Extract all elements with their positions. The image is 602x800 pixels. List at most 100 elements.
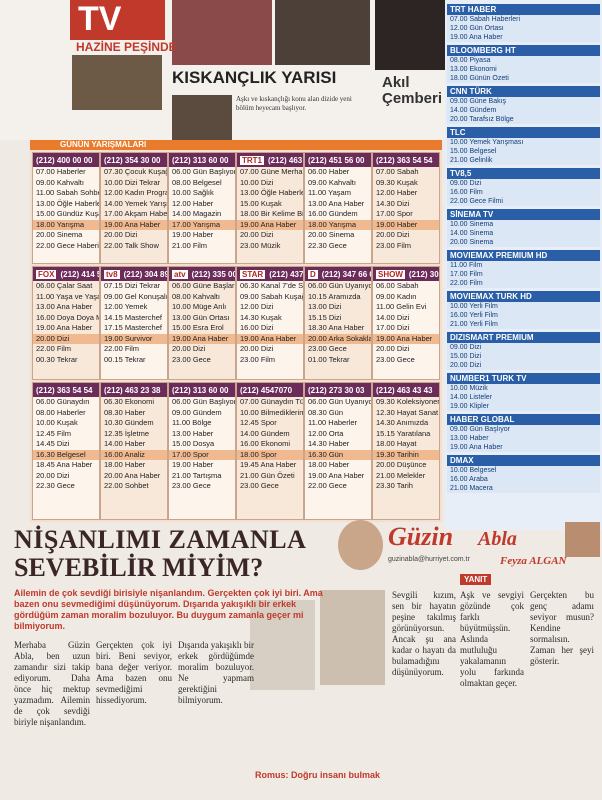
channel-header: (212) 363 54 54: [373, 153, 439, 167]
program: 12.00 Haber: [172, 198, 214, 208]
photo: [172, 0, 272, 65]
program: 09.00 Kahvaltı: [36, 177, 84, 187]
channel-header: (212) 451 56 00: [305, 153, 371, 167]
program: 23.00 Gece: [376, 354, 415, 364]
channel-phone: (212) 313 60 00: [172, 385, 229, 395]
program: 19.30 Tarihin: [373, 449, 439, 460]
answer-text: Gerçekten bu genç adamı seviyor musun? K…: [530, 590, 594, 666]
program: 20.00 Dizi: [36, 470, 70, 480]
channel-header: (212) 313 60 00: [169, 153, 235, 167]
channel-logo: atv: [172, 269, 188, 279]
program: 22.00 Gece: [308, 481, 347, 490]
program: 23.00 Gece: [172, 354, 211, 364]
program: 16.00 Analiz: [101, 449, 167, 460]
program: 09.00 Sabah Kuşağı: [240, 291, 303, 301]
channel-phone: (212) 363 54 54: [376, 155, 433, 165]
program: 15.15 Dizi: [308, 312, 342, 322]
channel-block: TRT HABER 07.00 Sabah Haberleri 12.00 Gün …: [447, 4, 600, 42]
program: 11.00 Bölge: [172, 418, 212, 427]
program: 10.00 Sinema: [450, 221, 494, 228]
program: 07.00 Güne Merhaba: [240, 167, 303, 176]
program: 20.00 Düşünce: [376, 460, 427, 469]
answer-text: Aşk ve sevgiyi gözünde çok farklı büyütm…: [460, 590, 524, 688]
program: 23.00 Müzik: [240, 240, 281, 250]
channel-name: NUMBER1 TURK TV: [447, 373, 600, 384]
program: 06.00 Haber: [308, 167, 350, 176]
channel-block: TV8,5 09.00 Dizi 16.00 Film 22.00 Gece Film…: [447, 168, 600, 206]
program: 06.00 Gün Uyanıyor: [308, 397, 371, 406]
channel-phone: (212) 304 89 88: [123, 269, 167, 279]
program: 22.00 Film: [36, 344, 72, 353]
tv-logo-bg: [70, 0, 165, 40]
program: 23.00 Film: [240, 354, 276, 364]
program: 16.00 Film: [450, 189, 483, 196]
channel-logo: SHOW: [376, 269, 405, 279]
program: 16.00 Yerli Film: [450, 312, 498, 319]
channel-phone: (212) 313 60 00: [172, 155, 229, 165]
program: 08.00 Haberler: [36, 407, 86, 417]
program: 14.30 Anımızda: [376, 418, 429, 427]
program: 19.00 Ana Haber: [308, 470, 365, 480]
channel-header: (212) 400 00 00: [33, 153, 99, 167]
program: 23.00 Film: [376, 240, 412, 250]
program: 06.30 Ekonomi: [104, 397, 155, 406]
channel-header: TRT1 (212) 463 43 43: [237, 153, 303, 167]
program: 10.00 Yemek Yarışması: [450, 139, 524, 146]
channel-logo: TRT1: [240, 155, 264, 165]
program: 14.30 Kuşak: [240, 312, 282, 322]
photo: [375, 0, 445, 70]
program: 20.00 Dizi: [376, 344, 410, 353]
channel-header: (212) 313 60 00: [169, 383, 235, 397]
program: 15.00 Dizi: [450, 353, 482, 360]
program: 00.30 Tekrar: [36, 354, 78, 364]
program: 20.00 Dizi: [376, 230, 410, 239]
channel-phone: (212) 400 00 00: [36, 155, 93, 165]
channel-phone: (212) 300 66 66: [408, 269, 439, 279]
photo: [172, 95, 232, 140]
channel-phone: (212) 463 43 43: [268, 155, 303, 165]
program: 19.00 Haber: [172, 460, 214, 469]
program: 10.00 Dizi Tekrar: [104, 177, 161, 187]
program: 22.00 Gece Haberi: [36, 240, 99, 250]
program: 13.00 Ekonomi: [450, 66, 497, 73]
program: 21.00 Yerli Film: [450, 321, 498, 328]
photo: [275, 0, 370, 65]
program: 00.15 Tekrar: [104, 354, 146, 364]
program: 22.00 Film: [104, 344, 140, 353]
program: 17.00 Spor: [376, 209, 413, 218]
program: 15.00 Esra Erol: [172, 323, 224, 332]
program: 12.00 Gün Ortası: [450, 25, 504, 32]
program: 11.00 Yaşa ve Yaşat: [36, 291, 99, 301]
program: 19.00 Ana Haber: [169, 333, 235, 344]
program: 19.45 Ana Haber: [240, 460, 297, 469]
program: 21.00 Film: [172, 240, 208, 250]
program: 07.00 Sabah Haberleri: [450, 16, 521, 23]
channel-name: SİNEMA TV: [447, 209, 600, 220]
program: 15.00 Gündüz Kuşağı: [36, 209, 99, 218]
program: 22.00 Film: [450, 280, 483, 287]
channel-phone: (212) 347 66 00: [321, 269, 371, 279]
program: 22.00 Gece Filmi: [450, 198, 503, 205]
program: 13.00 Ana Haber: [36, 302, 93, 311]
program: 15.15 Yaratılana: [376, 428, 431, 438]
program: 08.30 Gün: [308, 407, 344, 417]
program: 09.00 Gel Konuşalım: [104, 291, 167, 301]
program: 13.00 Haber: [172, 428, 214, 438]
channel-block: HABER GLOBAL 09.00 Gün Başlıyor 13.00 Habe…: [447, 414, 600, 452]
channel-header: D(212) 347 66 00: [305, 267, 371, 281]
channel-block: DMAX 10.00 Belgesel 16.00 Araba 21.00 Macer…: [447, 455, 600, 493]
program: 14.00 Dizi: [376, 312, 410, 322]
program: 10.00 Bilmediklerimiz: [240, 407, 303, 417]
program: 14.00 Yemek Yarışması: [104, 198, 167, 208]
program: 12.00 Kadın Programı: [104, 188, 167, 197]
program: 17.00 Spor: [169, 449, 235, 460]
program: 20.00 Dizi: [104, 230, 138, 239]
channel-phone: (212) 414 50 00: [60, 269, 99, 279]
program: 18.30 Ana Haber: [308, 323, 365, 332]
program: 14.00 Haber: [104, 439, 146, 448]
program: 10.00 Müge Anlı: [172, 302, 227, 311]
